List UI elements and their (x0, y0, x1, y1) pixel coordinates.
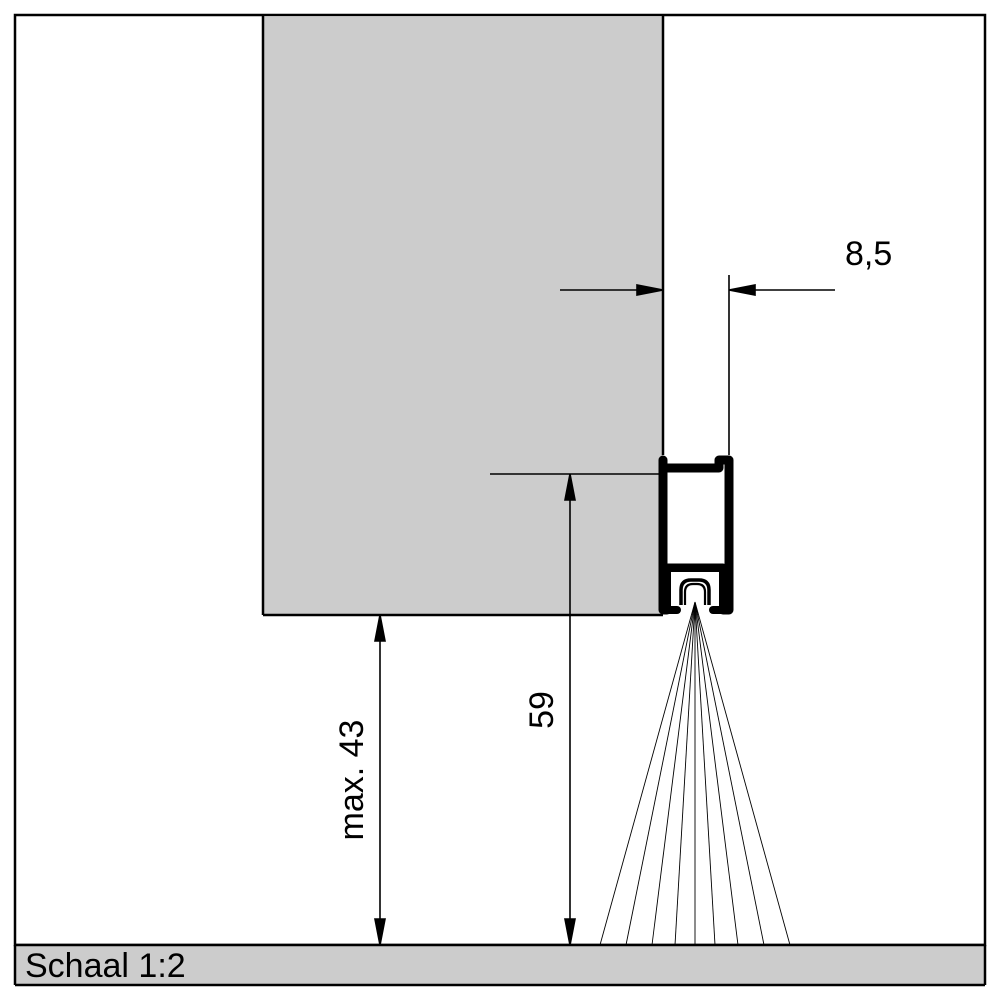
door-panel (263, 17, 663, 615)
dimension-8-5-label: 8,5 (845, 235, 892, 273)
dimension-max43 (263, 615, 395, 945)
technical-drawing: 8,5 max. 43 59 Schaal 1:2 (0, 0, 1000, 1000)
dimension-59-label: 59 (523, 691, 561, 729)
brush-bristles (600, 602, 790, 945)
dimension-max43-label: max. 43 (333, 720, 371, 841)
scale-label: Schaal 1:2 (25, 947, 186, 985)
